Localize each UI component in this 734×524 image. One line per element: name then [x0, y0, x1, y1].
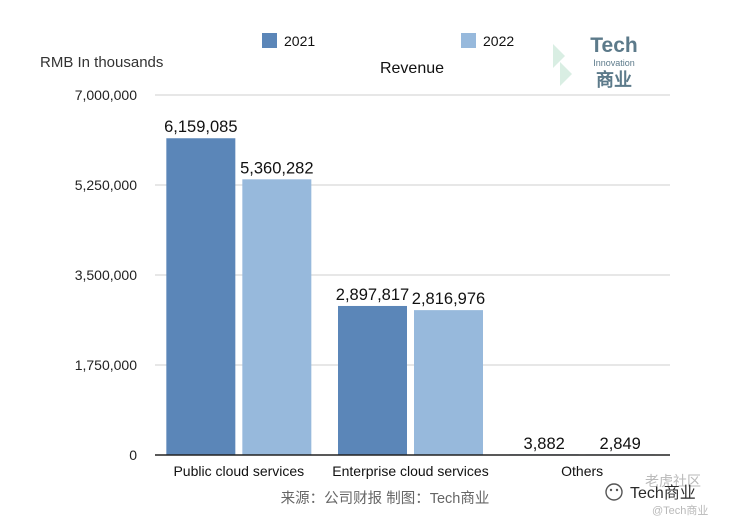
y-unit-label: RMB In thousands: [40, 54, 163, 71]
chart-title: Revenue: [380, 60, 444, 77]
legend-label-2021: 2021: [284, 33, 315, 49]
y-tick-label: 0: [129, 447, 137, 463]
watermark-community: 老虎社区: [645, 473, 701, 489]
wechat-icon: [605, 483, 623, 501]
y-tick-label: 3,500,000: [75, 267, 137, 283]
y-tick-label: 1,750,000: [75, 357, 137, 373]
tech-innovation-logo: Tech Innovation 商业: [553, 34, 638, 90]
category-label-0: Public cloud services: [173, 463, 304, 479]
logo-text-tech: Tech: [590, 34, 637, 57]
category-label-2: Others: [561, 463, 603, 479]
bar-2022-0: [242, 179, 312, 455]
y-tick-labels: 0 1,750,000 3,500,000 5,250,000 7,000,000: [75, 87, 138, 463]
legend: 2021 2022: [262, 33, 514, 49]
legend-swatch-2021: [262, 33, 277, 48]
bar-2021-0: [166, 138, 236, 455]
value-label-2022-1: 2,816,976: [412, 290, 485, 308]
wechat-icon-eye-left: [609, 488, 613, 492]
y-tick-label: 7,000,000: [75, 87, 137, 103]
value-label-2021-1: 2,897,817: [336, 286, 409, 304]
value-label-2021-0: 6,159,085: [164, 118, 237, 136]
value-label-2021-2: 3,882: [524, 435, 565, 453]
bars: [166, 138, 655, 455]
watermark: 老虎社区 Tech商业 @Tech商业: [605, 473, 708, 517]
bar-2021-1: [338, 305, 407, 455]
legend-swatch-2022: [461, 33, 476, 48]
y-tick-label: 5,250,000: [75, 177, 137, 193]
value-label-2022-2: 2,849: [600, 435, 641, 453]
value-label-2022-0: 5,360,282: [240, 159, 313, 177]
value-labels: 6,159,085 5,360,282 2,897,817 2,816,976 3,88…: [164, 118, 641, 453]
logo-arrow-icon: [553, 44, 572, 86]
wechat-icon-eye-right: [615, 488, 619, 492]
logo-text-shangye: 商业: [596, 69, 632, 90]
legend-label-2022: 2022: [483, 33, 514, 49]
gridlines: [155, 94, 670, 366]
category-labels: Public cloud services Enterprise cloud se…: [173, 463, 603, 479]
logo-text-innovation: Innovation: [593, 58, 635, 68]
watermark-brand: Tech商业: [630, 484, 696, 502]
source-note: 来源：公司财报 制图：Tech商业: [281, 490, 490, 507]
bar-2022-1: [414, 310, 483, 455]
watermark-handle: @Tech商业: [652, 503, 708, 517]
category-label-1: Enterprise cloud services: [332, 463, 488, 479]
